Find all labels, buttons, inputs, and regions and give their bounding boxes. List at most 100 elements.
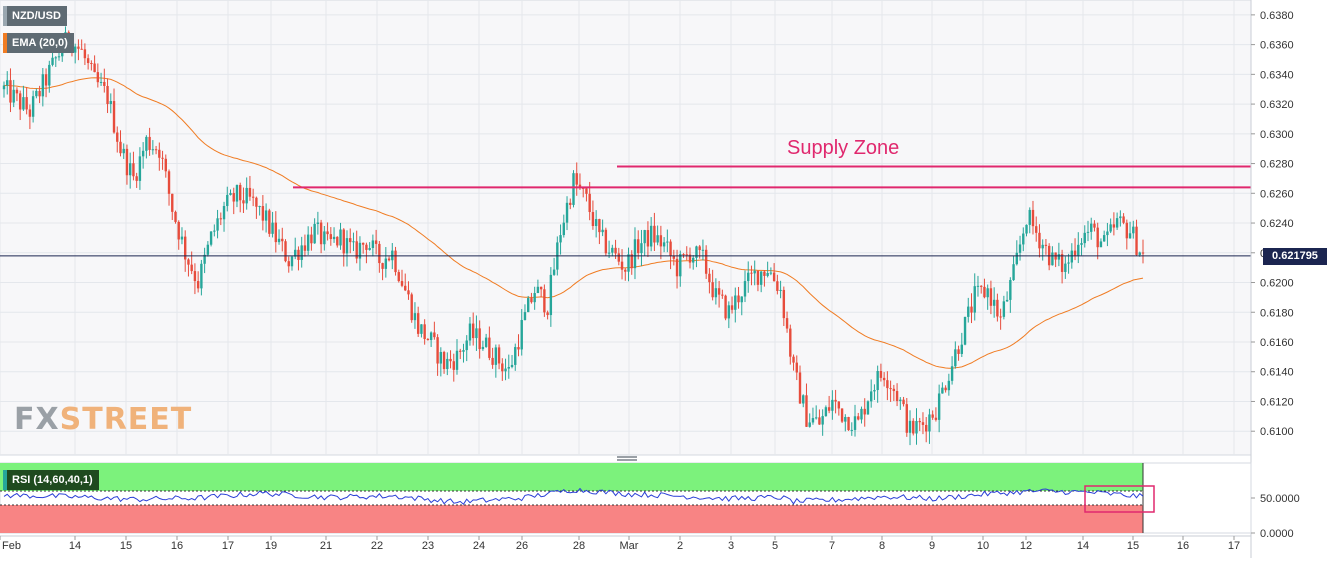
time-tick-label: 15: [1127, 540, 1139, 552]
candle-up: [6, 80, 9, 86]
candle-up: [1070, 250, 1074, 263]
candle-up: [203, 254, 206, 264]
price-axis[interactable]: 0.6380 0.6360 0.6340 0.6320 0.6300 0.6280 0.62…: [1250, 0, 1294, 558]
candle-up: [947, 380, 951, 391]
candle-down: [184, 236, 187, 260]
candle-up: [294, 249, 297, 257]
time-tick-label: 26: [516, 540, 528, 552]
time-tick-label: 10: [977, 540, 989, 552]
candle-up: [844, 416, 847, 422]
candle-down: [682, 254, 685, 256]
candle-down: [83, 49, 87, 59]
candle-down: [171, 193, 174, 212]
candle-up: [779, 289, 782, 291]
candle-down: [342, 229, 345, 254]
candle-down: [630, 254, 633, 269]
rsi-legend[interactable]: RSI (14,60,40,1): [3, 470, 99, 490]
main-plot-area[interactable]: [0, 0, 1252, 456]
price-tick-label: 0.6240: [1260, 218, 1294, 230]
candle-down: [708, 273, 711, 283]
candle-up: [769, 272, 773, 274]
candle-down: [404, 285, 407, 291]
candle-layer: [2, 26, 1145, 446]
candle-up: [572, 173, 575, 205]
candle-down: [491, 357, 494, 365]
candle-down: [452, 361, 455, 370]
rsi-overbought-band: [0, 463, 1143, 491]
watermark-fx: FX: [14, 402, 60, 437]
candle-up: [475, 328, 478, 339]
candle-down: [9, 80, 12, 103]
pair-label: NZD/USD: [12, 10, 61, 22]
candle-down: [1044, 244, 1048, 246]
candle-down: [578, 184, 582, 188]
candle-down: [326, 231, 329, 235]
candle-up: [1009, 280, 1012, 300]
candle-down: [132, 163, 135, 177]
candle-down: [921, 422, 925, 425]
price-tick-label: 0.6300: [1260, 129, 1294, 141]
candle-up: [213, 230, 216, 232]
candle-down: [637, 239, 640, 254]
candle-up: [960, 344, 963, 354]
candle-down: [90, 63, 93, 65]
candle-up: [869, 391, 873, 402]
rsi-label: RSI (14,60,40,1): [12, 474, 93, 486]
candle-up: [759, 271, 763, 285]
candle-down: [1073, 250, 1077, 256]
candle-down: [112, 101, 116, 133]
candle-down: [1122, 216, 1125, 223]
candle-down: [219, 218, 222, 220]
candle-up: [679, 254, 682, 277]
candle-down: [96, 72, 100, 83]
price-tick-label: 0.6380: [1260, 10, 1294, 22]
candle-down: [497, 347, 501, 364]
candle-up: [992, 299, 996, 306]
candle-up: [808, 422, 811, 427]
candle-up: [533, 293, 536, 303]
candle-down: [44, 74, 48, 86]
candle-up: [1083, 232, 1086, 244]
time-tick-label: 14: [1077, 540, 1089, 552]
fxstreet-watermark: FXSTREET: [14, 402, 192, 437]
candle-down: [274, 222, 278, 243]
candle-down: [737, 295, 740, 303]
candle-down: [1060, 254, 1064, 272]
price-tick-label: 0.6320: [1260, 99, 1294, 111]
candle-down: [543, 289, 546, 313]
candle-up: [226, 194, 229, 207]
candle-down: [103, 81, 106, 86]
candle-up: [245, 187, 248, 204]
candle-up: [271, 222, 274, 234]
rsi-panel[interactable]: 50.0000 0.0000: [0, 462, 1300, 540]
candle-down: [242, 200, 245, 204]
candle-up: [99, 81, 103, 83]
candle-up: [1041, 244, 1044, 249]
candle-down: [394, 250, 397, 273]
candle-down: [329, 234, 333, 240]
candle-down: [459, 350, 462, 352]
candle-down: [539, 286, 543, 290]
candle-down: [776, 281, 779, 291]
candle-up: [692, 257, 695, 263]
candle-down: [426, 339, 430, 341]
candle-up: [950, 366, 954, 381]
candle-down: [116, 132, 119, 142]
candle-up: [235, 184, 239, 202]
candle-down: [1141, 252, 1145, 254]
candle-up: [200, 263, 203, 289]
time-axis[interactable]: Feb 14 15 16 17 19 21 22 23 24 26 28 Mar 2 3 5 7 8 9 10 12 14…: [0, 535, 1251, 552]
rsi-swatch: [3, 470, 7, 490]
pair-legend[interactable]: NZD/USD: [3, 6, 67, 26]
rsi-tick-label: 0.0000: [1260, 528, 1294, 540]
candle-down: [196, 281, 200, 289]
candle-up: [643, 230, 646, 244]
candle-down: [669, 241, 672, 256]
candle-up: [332, 236, 336, 240]
candle-up: [814, 417, 818, 419]
candle-up: [766, 272, 769, 276]
candle-up: [54, 57, 57, 59]
ema-legend[interactable]: EMA (20,0): [3, 33, 74, 53]
candle-up: [740, 296, 743, 303]
candle-up: [536, 286, 540, 294]
